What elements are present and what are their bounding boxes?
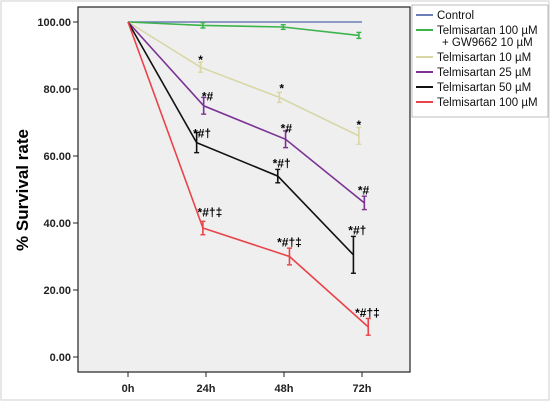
legend-entry-label: Telmisartan 25 µM xyxy=(437,67,531,79)
x-tick-label: 72h xyxy=(353,383,372,395)
legend: Control Telmisartan 100 µM + GW9662 10 µM T… xyxy=(416,10,538,109)
significance-marker: *#†‡ xyxy=(277,235,302,249)
series-line-5 xyxy=(127,21,369,328)
significance-marker: *#† xyxy=(273,157,291,171)
series-line-3 xyxy=(127,21,365,204)
significance-marker: *# xyxy=(358,184,370,198)
significance-marker: *#†‡ xyxy=(198,205,223,219)
series-layer xyxy=(127,21,371,336)
series-line-1 xyxy=(127,21,359,37)
significance-marker: * xyxy=(198,53,203,67)
legend-entry-label: Telmisartan 100 µM xyxy=(437,97,538,109)
significance-marker: * xyxy=(357,118,362,132)
x-tick-label: 48h xyxy=(275,383,294,395)
y-tick-label: 40.00 xyxy=(43,218,71,230)
significance-marker: * xyxy=(279,81,284,95)
series-line-2 xyxy=(127,21,360,137)
y-tick-label: 80.00 xyxy=(43,84,71,96)
axis-layer: 0.00 20.00 40.00 60.00 80.00 100.00 0h 24h 48h 72… xyxy=(37,17,371,395)
y-axis-title: % Survival rate xyxy=(13,129,32,251)
y-tick-label: 20.00 xyxy=(43,285,71,297)
plot-area xyxy=(77,6,411,373)
significance-marker: *#†‡ xyxy=(355,306,380,320)
y-tick-label: 100.00 xyxy=(37,17,71,29)
significance-marker: *#† xyxy=(348,224,366,238)
significance-marker: *# xyxy=(281,122,293,136)
legend-entry-label: Telmisartan 50 µM xyxy=(437,82,531,94)
legend-box xyxy=(411,4,549,118)
x-tick-label: 24h xyxy=(197,383,216,395)
legend-entry-label: Telmisartan 100 µM + GW9662 10 µM xyxy=(437,25,538,49)
series-line-4 xyxy=(127,21,354,256)
significance-marker: *#† xyxy=(193,127,211,141)
legend-entry-label: Control xyxy=(437,10,474,22)
y-tick-label: 0.00 xyxy=(50,352,71,364)
y-tick-label: 60.00 xyxy=(43,151,71,163)
significance-marker: *# xyxy=(202,90,214,104)
x-tick-label: 0h xyxy=(122,383,135,395)
legend-entry-label: Telmisartan 10 µM xyxy=(437,52,531,64)
annotation-layer: * *# *#† *#†‡ * *# *#† *#†‡ * *# *#† *#†‡ xyxy=(193,53,380,320)
